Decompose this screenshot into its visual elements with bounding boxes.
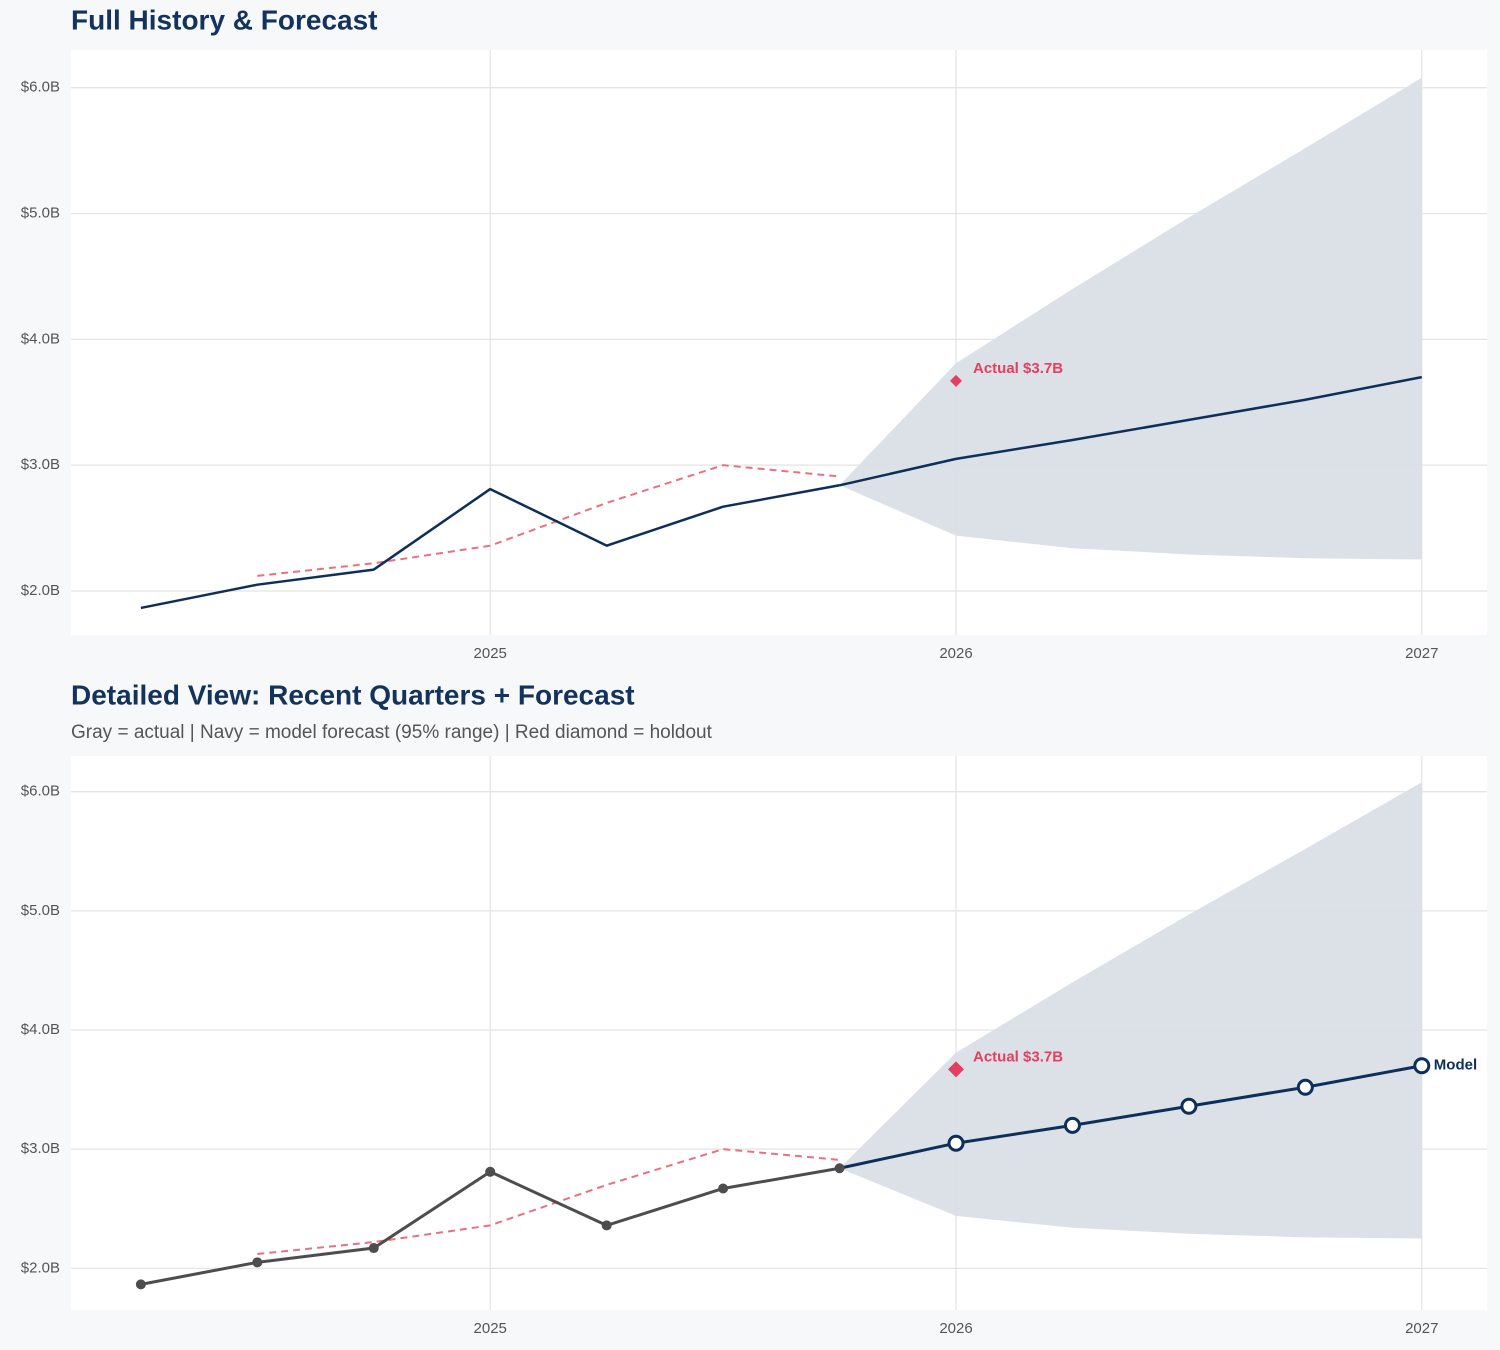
- holdout-point: [950, 374, 962, 387]
- series-line: [839, 1064, 1423, 1170]
- series-line: [140, 484, 840, 610]
- x-tick-label: 2026: [939, 645, 972, 662]
- x-tick-label: 2025: [474, 1320, 507, 1337]
- y-tick-label: $3.0B: [21, 1140, 60, 1157]
- x-tick-label: 2027: [1405, 1320, 1438, 1337]
- y-tick-label: $3.0B: [21, 456, 60, 473]
- y-tick-label: $4.0B: [21, 330, 60, 347]
- y-tick-label: $5.0B: [21, 902, 60, 919]
- y-tick-label: $6.0B: [21, 783, 60, 800]
- x-tick-label: 2026: [939, 1320, 972, 1337]
- y-tick-label: $4.0B: [21, 1021, 60, 1038]
- holdout-label: Actual $3.7B: [973, 1048, 1063, 1065]
- chart-title: Detailed View: Recent Quarters + Forecas…: [71, 679, 635, 710]
- point: [252, 1257, 263, 1268]
- point: [718, 1183, 729, 1194]
- x-tick-label: 2025: [474, 645, 507, 662]
- series-line: [839, 375, 1423, 487]
- point: [834, 1163, 845, 1174]
- confidence-band: [839, 77, 1422, 560]
- point: [368, 1243, 379, 1254]
- point: [1296, 1078, 1314, 1096]
- y-tick-label: $5.0B: [21, 205, 60, 222]
- point: [1413, 1057, 1431, 1075]
- point: [485, 1166, 496, 1177]
- y-tick-label: $6.0B: [21, 79, 60, 96]
- series-line: [257, 1148, 840, 1255]
- series-line: [257, 464, 840, 577]
- point: [601, 1220, 612, 1231]
- point: [947, 1134, 965, 1152]
- point: [1063, 1116, 1081, 1134]
- chart-subtitle: Gray = actual | Navy = model forecast (9…: [71, 722, 713, 743]
- chart-title: Full History & Forecast: [71, 4, 378, 35]
- x-tick-label: 2027: [1405, 645, 1438, 662]
- holdout-label: Actual $3.7B: [973, 360, 1063, 377]
- y-tick-label: $2.0B: [21, 582, 60, 599]
- y-tick-label: $2.0B: [21, 1259, 60, 1276]
- point: [1180, 1097, 1198, 1115]
- point: [135, 1279, 146, 1290]
- series-end-label: Model: [1434, 1057, 1477, 1074]
- holdout-point: [948, 1061, 964, 1078]
- confidence-band: [839, 782, 1422, 1239]
